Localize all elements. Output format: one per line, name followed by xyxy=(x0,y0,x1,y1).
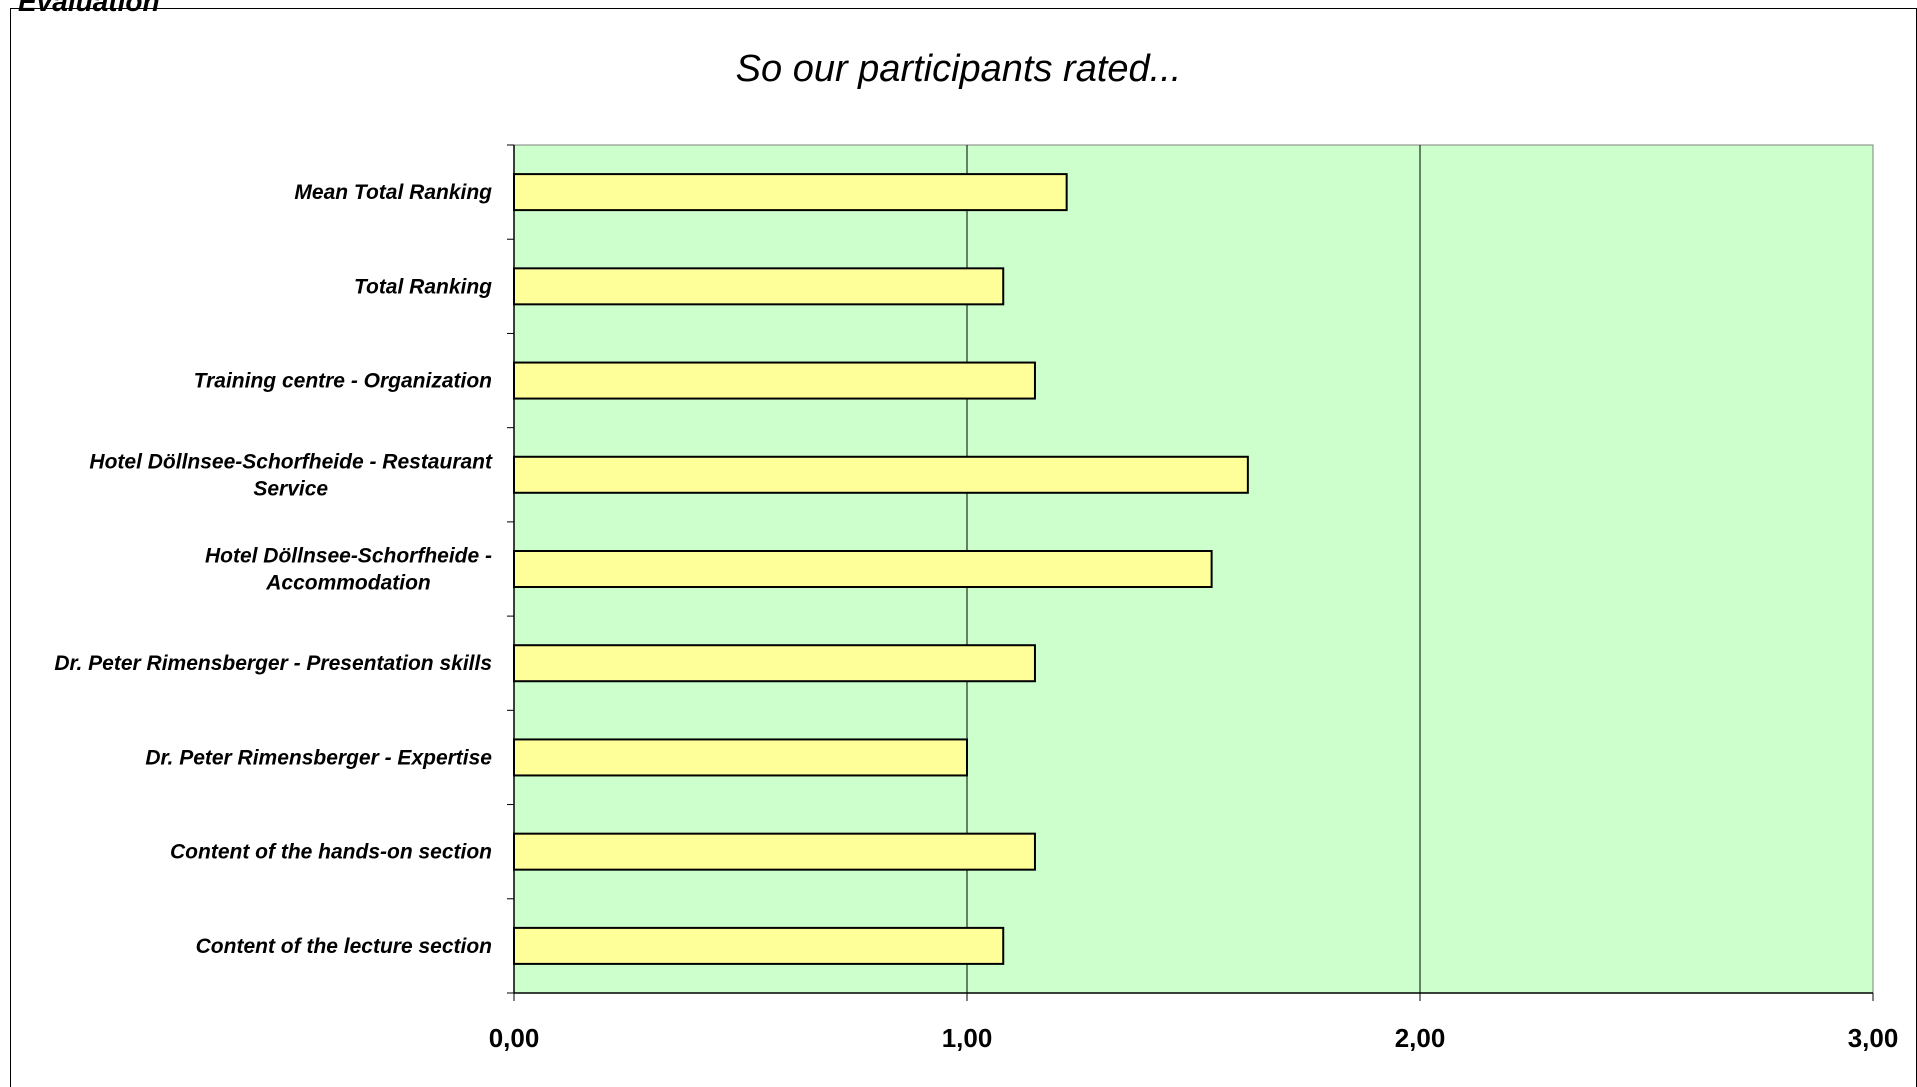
bar xyxy=(513,267,1005,306)
axes xyxy=(507,144,1874,1001)
category-label-line: Service xyxy=(253,477,328,500)
category-label: Total Ranking xyxy=(354,275,492,298)
category-label: Mean Total Ranking xyxy=(294,181,492,204)
bar xyxy=(513,173,1068,212)
category-label-line: Content of the lecture section xyxy=(196,935,492,958)
category-label: Hotel Döllnsee-Schorfheide - Accommodatio… xyxy=(205,545,492,595)
category-label-line: Dr. Peter Rimensberger - Presentation sk… xyxy=(54,652,492,675)
bar xyxy=(513,832,1036,871)
bar xyxy=(513,361,1036,400)
category-label: Dr. Peter Rimensberger - Expertise xyxy=(145,746,492,769)
category-label-line: Content of the hands-on section xyxy=(170,841,492,864)
chart-title: So our participants rated... xyxy=(735,48,1182,90)
category-label-line: Accommodation xyxy=(265,572,431,595)
category-label-line: Dr. Peter Rimensberger - Expertise xyxy=(145,746,492,769)
bar xyxy=(513,550,1213,588)
x-tick-label: 1,00 xyxy=(942,1023,993,1053)
x-tick-label: 0,00 xyxy=(489,1023,540,1053)
category-label-line: Hotel Döllnsee-Schorfheide - Restaurant xyxy=(89,450,493,473)
bar xyxy=(513,455,1249,494)
category-label-line: Hotel Döllnsee-Schorfheide - xyxy=(205,545,492,568)
bar xyxy=(513,738,968,777)
x-tick-label: 3,00 xyxy=(1848,1023,1899,1053)
bar xyxy=(513,926,1005,965)
x-tick-label: 2,00 xyxy=(1395,1023,1446,1053)
x-tick-labels: 0,00 1,00 2,00 3,00 xyxy=(489,1023,1899,1053)
category-labels: Mean Total Ranking Total Ranking Training … xyxy=(54,181,493,958)
category-label: Content of the lecture section xyxy=(196,935,492,958)
category-label-line: Training centre - Organization xyxy=(194,370,492,393)
category-label-line: Total Ranking xyxy=(354,275,492,298)
category-label-line: Mean Total Ranking xyxy=(294,181,492,204)
bars xyxy=(513,173,1249,965)
bar xyxy=(513,644,1036,683)
category-label: Content of the hands-on section xyxy=(170,841,492,864)
category-label: Training centre - Organization xyxy=(194,370,492,393)
category-label: Hotel Döllnsee-Schorfheide - Restaurant S… xyxy=(89,450,493,500)
category-label: Dr. Peter Rimensberger - Presentation sk… xyxy=(54,652,492,675)
